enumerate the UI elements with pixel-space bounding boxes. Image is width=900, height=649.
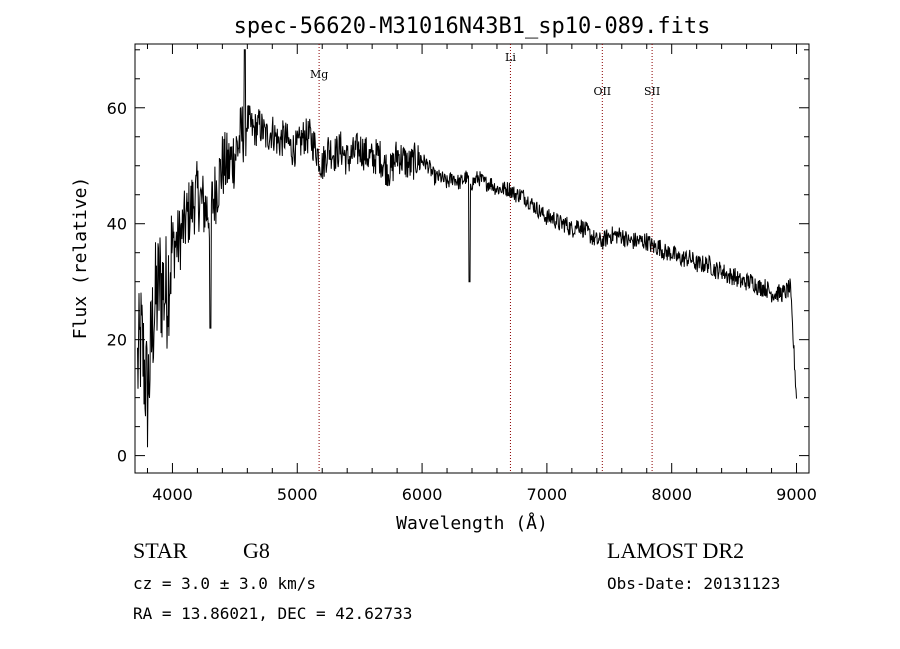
line-marker-label: SII	[644, 85, 660, 98]
axes: 4000 5000 6000 7000 8000 9000 0 20 40 60	[107, 44, 817, 504]
line-marker-label: Li	[505, 51, 516, 64]
plot-frame	[134, 43, 810, 474]
line-marker-label: Mg	[310, 68, 328, 81]
y-tick-label: 60	[107, 99, 127, 118]
coordinates-text: RA = 13.86021, DEC = 42.62733	[133, 604, 413, 623]
x-axis-label: Wavelength (Å)	[396, 512, 548, 534]
object-subclass: G8	[243, 538, 270, 563]
line-marker-label: OII	[593, 85, 611, 98]
object-class: STAR	[133, 538, 188, 563]
x-tick-label: 6000	[402, 485, 443, 504]
y-tick-label: 20	[107, 331, 127, 350]
y-tick-label: 40	[107, 215, 127, 234]
obs-date-text: Obs-Date: 20131123	[607, 574, 781, 593]
redshift-text: cz = 3.0 ± 3.0 km/s	[133, 574, 317, 593]
y-axis-label: Flux (relative)	[70, 177, 91, 340]
survey-name: LAMOST DR2	[607, 538, 745, 563]
x-tick-label: 4000	[152, 485, 193, 504]
annotation-lines: Mg Li OII SII	[310, 44, 660, 473]
x-tick-label: 9000	[776, 485, 817, 504]
chart-title: spec-56620-M31016N43B1_sp10-089.fits	[234, 14, 711, 39]
x-tick-label: 7000	[527, 485, 568, 504]
flux-line	[137, 49, 797, 448]
y-tick-label: 0	[117, 447, 127, 466]
x-tick-label: 8000	[651, 485, 692, 504]
x-tick-label: 5000	[277, 485, 318, 504]
